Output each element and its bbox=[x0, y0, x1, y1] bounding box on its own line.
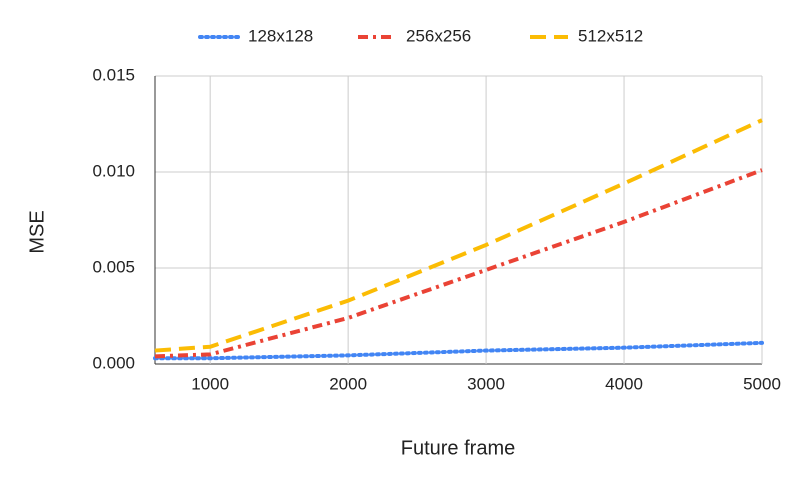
x-tick-label: 3000 bbox=[467, 374, 505, 393]
x-tick-label: 1000 bbox=[191, 374, 229, 393]
legend-label: 256x256 bbox=[406, 26, 471, 45]
x-tick-label: 4000 bbox=[605, 374, 643, 393]
series-line bbox=[154, 118, 763, 353]
x-tick-label: 5000 bbox=[743, 374, 781, 393]
y-tick-label: 0.000 bbox=[92, 353, 135, 372]
series-line bbox=[154, 168, 763, 359]
y-axis-title: MSE bbox=[26, 210, 48, 253]
legend-label: 512x512 bbox=[578, 26, 643, 45]
x-tick-label: 2000 bbox=[329, 374, 367, 393]
series-line bbox=[153, 340, 764, 361]
y-tick-label: 0.010 bbox=[92, 161, 135, 180]
y-tick-label: 0.005 bbox=[92, 257, 135, 276]
legend-label: 128x128 bbox=[248, 26, 313, 45]
y-tick-label: 0.015 bbox=[92, 65, 135, 84]
x-axis-title: Future frame bbox=[401, 437, 515, 459]
